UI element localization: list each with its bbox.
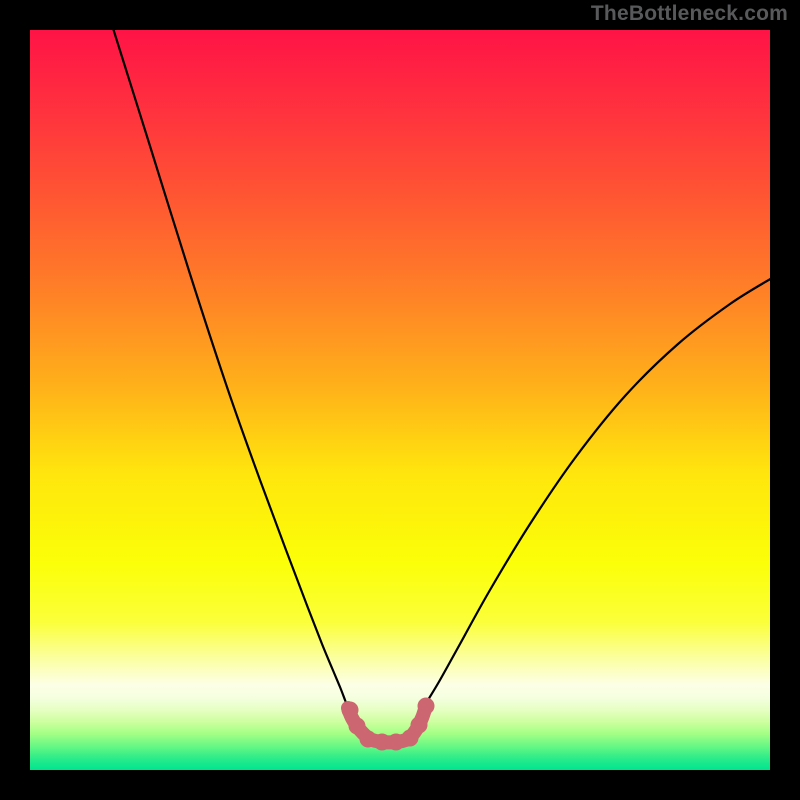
watermark-text: TheBottleneck.com: [591, 2, 788, 26]
dot-marker: [342, 702, 359, 719]
dot-marker: [360, 731, 377, 748]
chart-svg: [30, 30, 770, 770]
chart-frame: TheBottleneck.com: [0, 0, 800, 800]
plot-area: [30, 30, 770, 770]
dot-marker: [411, 717, 428, 734]
dot-marker: [349, 718, 366, 735]
dot-marker: [418, 698, 435, 715]
chart-background: [30, 30, 770, 770]
